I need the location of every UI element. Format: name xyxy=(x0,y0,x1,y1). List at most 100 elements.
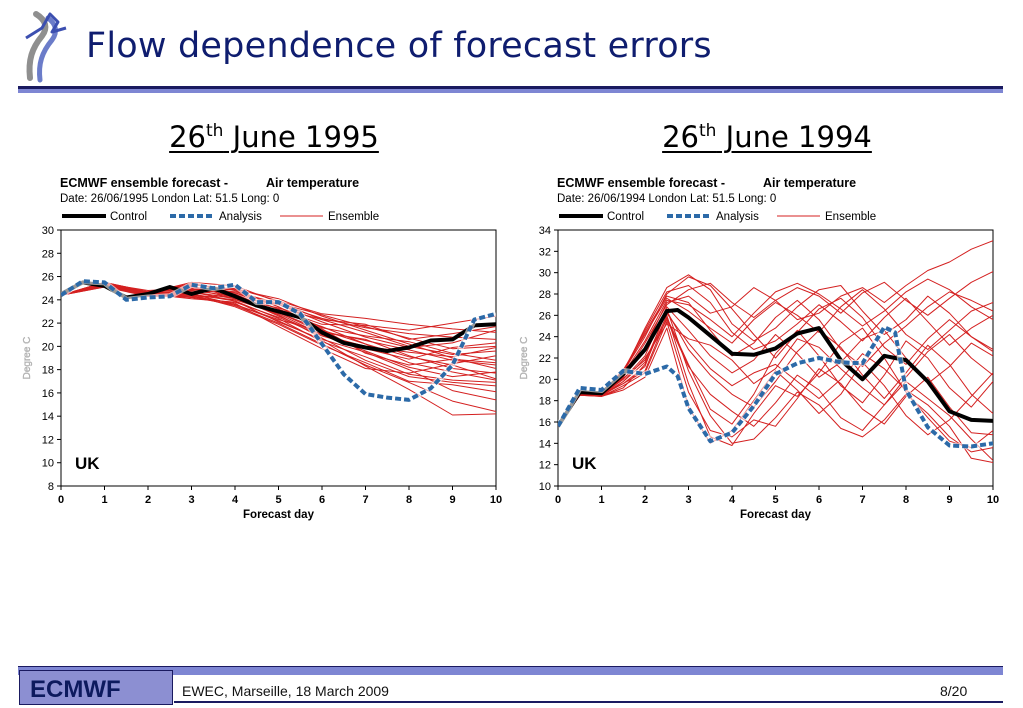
x-tick-label: 10 xyxy=(987,494,999,506)
y-tick-label: 18 xyxy=(539,396,551,408)
x-tick-label: 6 xyxy=(816,494,822,506)
ensemble-member-line xyxy=(558,285,993,427)
chart-svg: ECMWF ensemble forecast - Air temperature… xyxy=(22,176,502,521)
x-tick-label: 5 xyxy=(275,494,281,506)
legend-analysis-label: Analysis xyxy=(716,211,759,223)
y-tick-label: 22 xyxy=(42,318,54,330)
y-axis-label: Degree C xyxy=(519,337,530,380)
y-tick-label: 20 xyxy=(42,341,54,353)
panel-right-rest: June 1994 xyxy=(716,120,872,154)
ensemble-member-line xyxy=(61,281,496,366)
ensemble-member-line xyxy=(558,291,993,427)
panel-left-suffix: th xyxy=(206,121,224,141)
chart-subtitle: Date: 26/06/1995 London Lat: 51.5 Long: … xyxy=(60,193,279,205)
y-tick-label: 26 xyxy=(539,310,551,322)
x-axis-label: Forecast day xyxy=(243,509,315,521)
chart-title: ECMWF ensemble forecast - xyxy=(60,176,228,190)
ecmwf-wordmark: ECMWF xyxy=(30,676,121,703)
x-tick-label: 2 xyxy=(145,494,151,506)
ensemble-member-line xyxy=(61,284,496,416)
x-tick-label: 3 xyxy=(685,494,691,506)
y-tick-label: 24 xyxy=(539,332,551,344)
y-axis-label: Degree C xyxy=(22,337,33,380)
ecmwf-logo-text: ECMWF xyxy=(30,676,121,703)
x-tick-label: 5 xyxy=(772,494,778,506)
analysis-line xyxy=(61,279,496,402)
x-axis-label: Forecast day xyxy=(740,509,812,521)
panel-date-right: 26th June 1994 xyxy=(567,120,967,154)
panel-right-day: 26 xyxy=(662,120,700,154)
x-tick-label: 7 xyxy=(362,494,368,506)
x-tick-label: 8 xyxy=(903,494,909,506)
plot-area xyxy=(60,229,497,487)
y-tick-label: 30 xyxy=(539,268,551,280)
chart-title: ECMWF ensemble forecast - xyxy=(557,176,725,190)
y-tick-label: 22 xyxy=(539,353,551,365)
ensemble-member-line xyxy=(558,321,993,438)
region-label: UK xyxy=(75,454,100,473)
y-tick-label: 28 xyxy=(539,289,551,301)
legend-ensemble-label: Ensemble xyxy=(825,211,876,223)
y-tick-label: 18 xyxy=(42,365,54,377)
chart-legend: Control Analysis Ensemble xyxy=(62,211,379,223)
chart-legend: Control Analysis Ensemble xyxy=(559,211,876,223)
ensemble-chart-1995: ECMWF ensemble forecast - Air temperature… xyxy=(18,170,508,542)
x-tick-label: 10 xyxy=(490,494,502,506)
x-tick-label: 0 xyxy=(58,494,64,506)
chart-title-variable: Air temperature xyxy=(266,176,359,190)
ensemble-member-line xyxy=(558,308,993,453)
x-tick-label: 8 xyxy=(406,494,412,506)
ecmwf-footer-logo: ECMWF xyxy=(19,670,173,705)
y-tick-label: 12 xyxy=(42,434,54,446)
title-divider xyxy=(18,89,1003,93)
footer-divider xyxy=(174,701,1003,703)
y-tick-label: 14 xyxy=(539,438,551,450)
y-tick-label: 16 xyxy=(42,388,54,400)
x-tick-label: 4 xyxy=(729,494,736,506)
x-tick-label: 7 xyxy=(859,494,865,506)
footer-band xyxy=(18,666,1003,675)
footer-event: EWEC, Marseille, 18 March 2009 xyxy=(182,683,389,699)
x-tick-label: 0 xyxy=(555,494,561,506)
series-group xyxy=(558,240,993,463)
y-tick-label: 20 xyxy=(539,374,551,386)
panel-right-suffix: th xyxy=(699,121,717,141)
title-divider-dark xyxy=(18,86,1003,89)
panel-left-rest: June 1995 xyxy=(223,120,379,154)
region-label: UK xyxy=(572,454,597,473)
x-tick-label: 1 xyxy=(598,494,604,506)
x-tick-label: 4 xyxy=(232,494,239,506)
ensemble-member-line xyxy=(61,285,496,340)
chart-title-variable: Air temperature xyxy=(763,176,856,190)
y-tick-label: 14 xyxy=(42,411,54,423)
y-tick-label: 10 xyxy=(42,458,54,470)
y-tick-label: 26 xyxy=(42,272,54,284)
slide-title: Flow dependence of forecast errors xyxy=(86,26,712,66)
y-tick-label: 8 xyxy=(48,481,54,493)
ensemble-member-line xyxy=(61,286,496,412)
x-tick-label: 2 xyxy=(642,494,648,506)
y-tick-label: 30 xyxy=(42,225,54,237)
analysis-line xyxy=(558,325,993,449)
ensemble-chart-1994: ECMWF ensemble forecast - Air temperature… xyxy=(515,170,1005,542)
control-line xyxy=(558,308,993,428)
legend-ensemble-label: Ensemble xyxy=(328,211,379,223)
legend-analysis-label: Analysis xyxy=(219,211,262,223)
x-tick-label: 1 xyxy=(101,494,107,506)
x-tick-label: 9 xyxy=(449,494,455,506)
legend-control-label: Control xyxy=(607,211,644,223)
y-tick-label: 24 xyxy=(42,295,54,307)
panel-left-day: 26 xyxy=(169,120,207,154)
series-group xyxy=(61,278,496,416)
y-tick-label: 16 xyxy=(539,417,551,429)
y-tick-label: 10 xyxy=(539,481,551,493)
panel-date-left: 26th June 1995 xyxy=(74,120,474,154)
x-tick-label: 3 xyxy=(188,494,194,506)
chart-svg: ECMWF ensemble forecast - Air temperature… xyxy=(519,176,999,521)
x-tick-label: 6 xyxy=(319,494,325,506)
legend-control-label: Control xyxy=(110,211,147,223)
x-tick-label: 9 xyxy=(946,494,952,506)
y-tick-label: 32 xyxy=(539,246,551,258)
y-tick-label: 28 xyxy=(42,248,54,260)
ecmwf-emblem-logo xyxy=(25,11,67,83)
